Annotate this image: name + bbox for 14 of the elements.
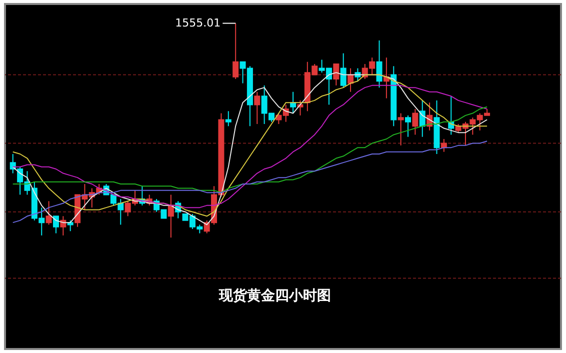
candlestick [60,216,66,236]
candlestick [254,91,260,124]
candlestick [333,64,340,86]
candlestick [398,112,404,146]
candlestick [232,22,239,80]
text: 现货黄金四小时图 [218,288,331,304]
candlestick [376,40,382,88]
candlestick [225,110,232,127]
candlestick [52,216,59,234]
candlestick [412,108,418,136]
annotation: 1555.01 [175,16,221,30]
candlestick [46,200,52,226]
candlestick [340,52,346,88]
candlestick [405,114,412,138]
